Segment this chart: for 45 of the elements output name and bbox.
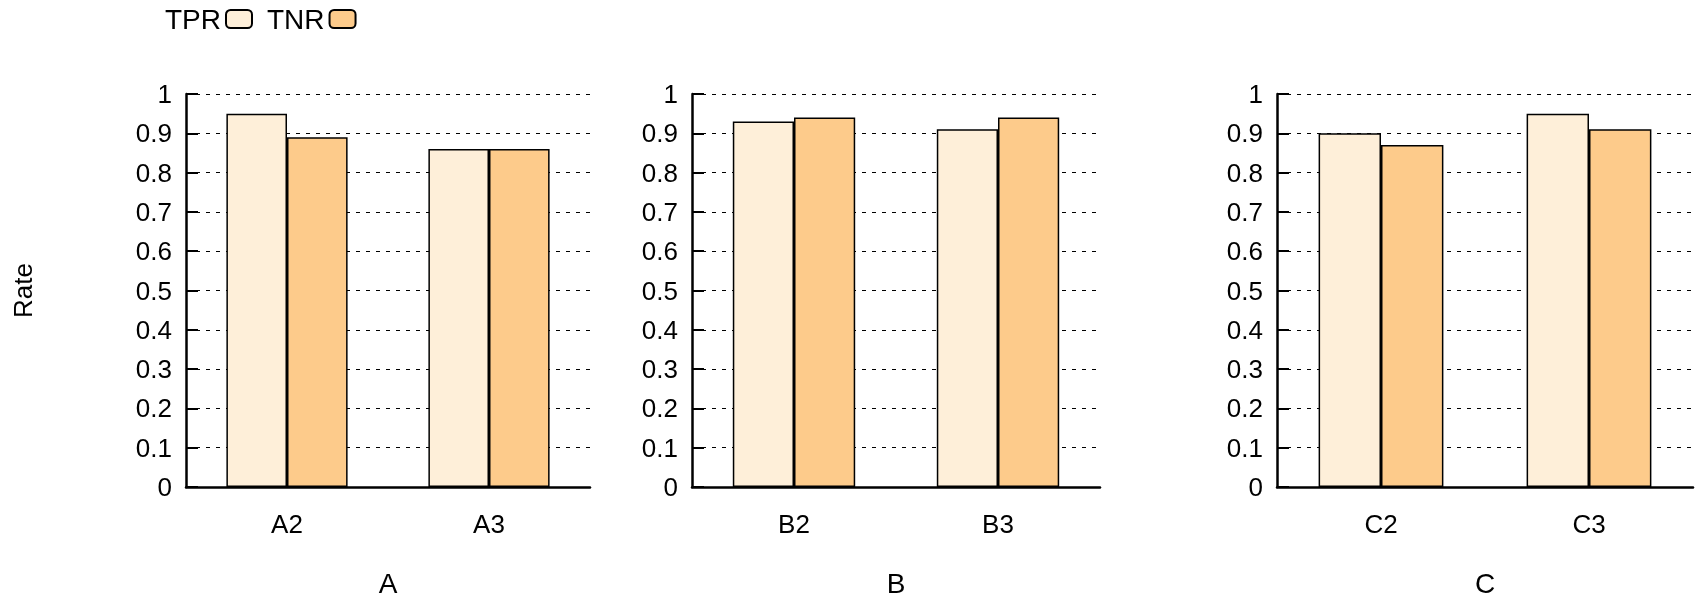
y-tick-label: 0.2	[1226, 393, 1263, 424]
y-tick-label: 0.2	[641, 393, 678, 424]
y-tick-label: 0.7	[1226, 196, 1263, 227]
y-tick-label: 0.2	[135, 393, 172, 424]
y-tick-label: 0	[157, 472, 172, 502]
legend-label: TPR	[165, 3, 221, 35]
y-tick-label: 0.9	[1226, 118, 1263, 149]
y-tick-label: 0.8	[1226, 157, 1263, 188]
y-tick-label: 0.7	[641, 196, 678, 227]
x-tick-label: C3	[1572, 509, 1606, 539]
y-tick-label: 0.6	[641, 236, 678, 267]
y-tick-label: 1	[1248, 79, 1263, 109]
y-tick-label: 0.4	[641, 314, 678, 345]
x-tick-label: A3	[473, 509, 505, 539]
y-tick-label: 0.3	[641, 354, 678, 385]
x-axis-title: C	[1474, 567, 1496, 599]
y-tick-label: 0.1	[1226, 432, 1263, 463]
y-tick-label: 0.1	[641, 432, 678, 463]
y-tick-label: 1	[663, 79, 678, 109]
y-tick-label: 0.4	[135, 314, 172, 345]
x-tick-label: A2	[271, 509, 303, 539]
y-tick-label: 0.3	[1226, 354, 1263, 385]
y-tick-label: 0.8	[135, 157, 172, 188]
y-tick-label: 0.6	[135, 236, 172, 267]
x-axis-title: A	[378, 567, 398, 599]
y-tick-label: 0.3	[135, 354, 172, 385]
y-tick-label: 0.5	[1226, 275, 1263, 306]
y-tick-label: 0.9	[135, 118, 172, 149]
x-tick-label: B2	[778, 509, 810, 539]
x-tick-label: C2	[1364, 509, 1398, 539]
x-axis-title: B	[886, 567, 906, 599]
y-tick-label: 0.7	[135, 196, 172, 227]
y-tick-label: 1	[157, 79, 172, 109]
y-tick-label: 0.5	[641, 275, 678, 306]
y-tick-label: 0	[1248, 472, 1263, 502]
y-tick-label: 0.5	[135, 275, 172, 306]
y-tick-label: 0.8	[641, 157, 678, 188]
y-tick-label: 0.1	[135, 432, 172, 463]
x-tick-label: B3	[982, 509, 1014, 539]
y-tick-label: 0.9	[641, 118, 678, 149]
y-tick-label: 0.6	[1226, 236, 1263, 267]
y-tick-label: 0	[663, 472, 678, 502]
y-tick-label: 0.4	[1226, 314, 1263, 345]
y-axis-title: Rate	[8, 263, 38, 318]
legend-label: TNR	[267, 3, 325, 35]
